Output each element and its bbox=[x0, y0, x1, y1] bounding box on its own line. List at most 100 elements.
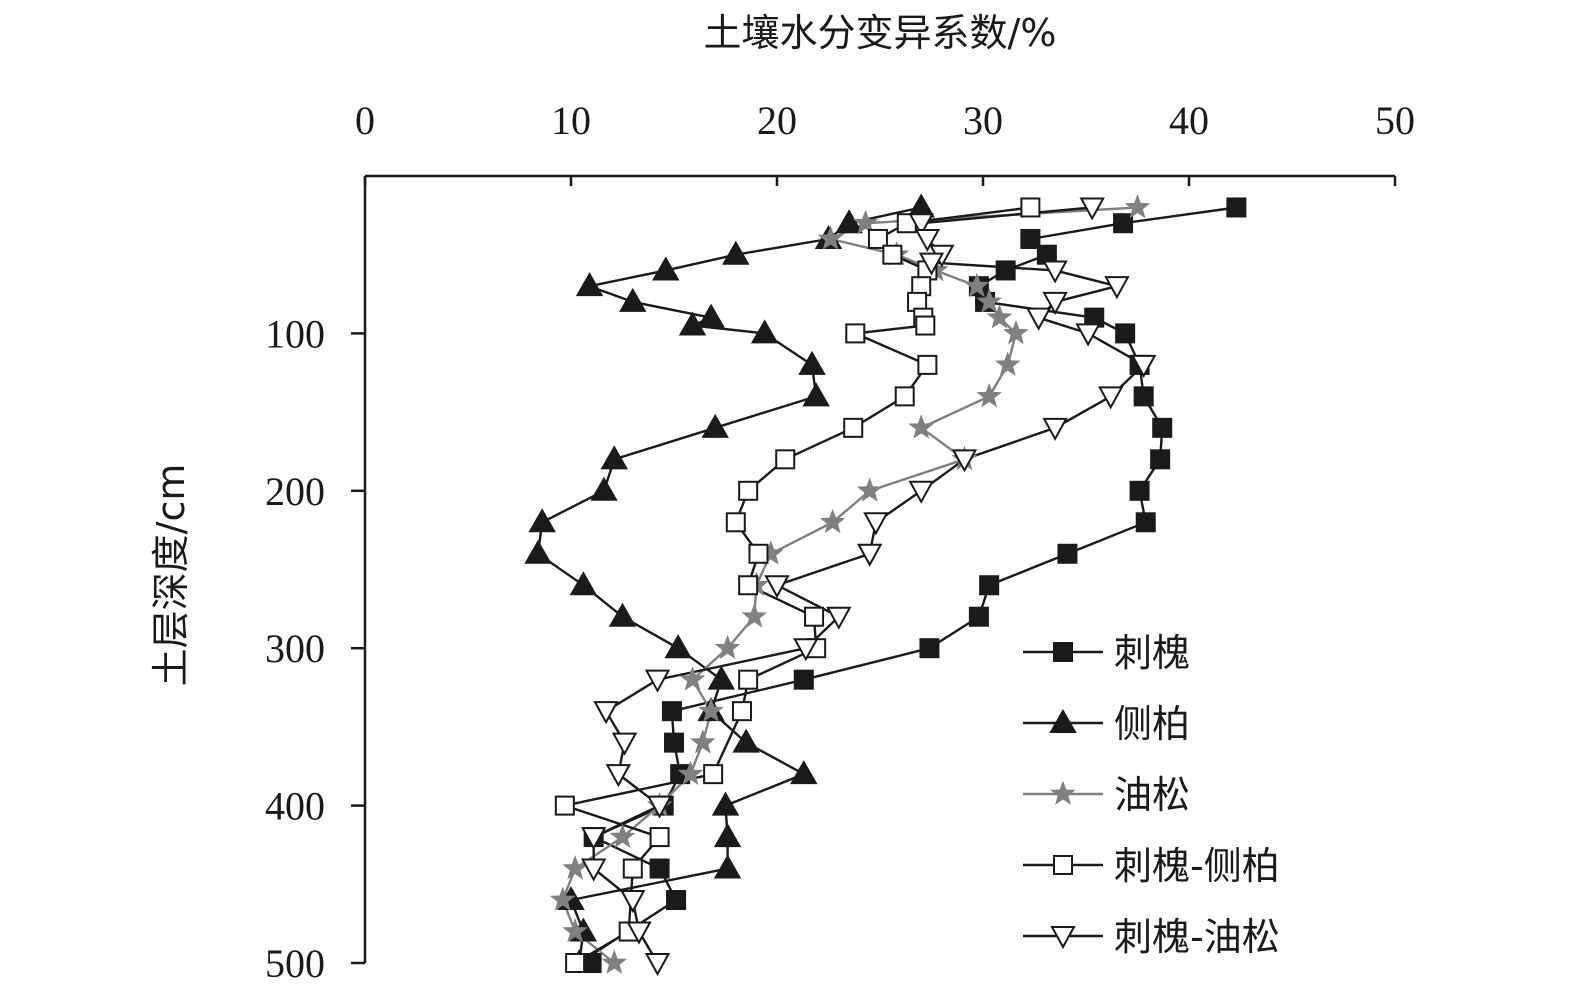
series-line-4 bbox=[592, 206, 1145, 964]
series-1-point bbox=[835, 209, 863, 234]
x-tick-label: 40 bbox=[1169, 98, 1209, 143]
series-3-point bbox=[649, 827, 670, 848]
series-1-point bbox=[608, 602, 637, 627]
legend-label: 侧柏 bbox=[1114, 702, 1190, 746]
series-1-point bbox=[701, 413, 729, 438]
series-2-point bbox=[549, 886, 576, 911]
y-tick-label: 400 bbox=[265, 784, 325, 829]
series-0-point bbox=[1115, 323, 1136, 344]
y-tick-label: 200 bbox=[265, 469, 325, 514]
series-3-point bbox=[1020, 197, 1041, 218]
series-line-1 bbox=[536, 206, 922, 964]
series-4-point bbox=[908, 213, 934, 237]
series-4-point bbox=[1042, 291, 1068, 315]
series-1-point bbox=[802, 382, 830, 407]
series-1-point bbox=[664, 634, 692, 659]
series-2-point bbox=[964, 272, 990, 298]
series-1-point bbox=[652, 256, 680, 281]
series-2-point bbox=[976, 382, 1002, 408]
series-0-point bbox=[1113, 213, 1134, 234]
legend-label: 刺槐-侧柏 bbox=[1114, 844, 1280, 888]
series-1-point bbox=[619, 287, 647, 312]
y-tick-label: 300 bbox=[265, 626, 325, 671]
series-4-point bbox=[611, 732, 638, 756]
series-3-point bbox=[565, 953, 586, 973]
series-4-point bbox=[580, 827, 607, 851]
series-1-point bbox=[790, 760, 818, 785]
series-0-point bbox=[979, 575, 1000, 596]
x-tick-label: 0 bbox=[355, 98, 375, 143]
series-1-point bbox=[590, 476, 618, 501]
series-0-point bbox=[1057, 543, 1078, 564]
series-2-point bbox=[741, 603, 768, 628]
series-2-point bbox=[908, 414, 934, 439]
y-axis-title: 土层深度/cm bbox=[149, 464, 193, 687]
series-2-point bbox=[1003, 319, 1029, 345]
series-2-point bbox=[819, 508, 846, 534]
series-2-point bbox=[677, 760, 704, 785]
series-3-point bbox=[843, 417, 864, 438]
series-0-point bbox=[1226, 197, 1247, 218]
series-4-point bbox=[914, 228, 941, 253]
axes bbox=[363, 174, 1395, 963]
series-line-3 bbox=[563, 206, 1031, 965]
series-1-point bbox=[569, 571, 598, 596]
x-tick-label: 20 bbox=[757, 98, 797, 143]
series-1-point bbox=[678, 311, 707, 336]
series-4-point bbox=[951, 449, 978, 473]
series-4-point bbox=[605, 764, 632, 788]
legend-marker bbox=[1053, 642, 1073, 662]
series-2-point bbox=[986, 304, 1013, 329]
legend-label: 油松 bbox=[1114, 773, 1190, 817]
series-1-point bbox=[524, 539, 552, 564]
legend-label: 刺槐-油松 bbox=[1114, 915, 1280, 959]
legend-marker bbox=[1053, 855, 1073, 875]
series-0-point bbox=[1150, 449, 1171, 470]
series-2-point bbox=[690, 729, 716, 754]
series-4-point bbox=[580, 858, 607, 882]
series-0-point bbox=[968, 606, 989, 627]
series-3-point bbox=[738, 480, 759, 501]
series-3-point bbox=[703, 764, 724, 785]
series-4-point bbox=[918, 252, 945, 276]
legend-label: 刺槐 bbox=[1114, 631, 1190, 675]
series-0-point bbox=[1135, 512, 1156, 533]
series-3-point bbox=[917, 354, 938, 375]
series-4-point bbox=[646, 795, 673, 819]
series-0-point bbox=[1152, 417, 1173, 438]
series-0-point bbox=[649, 858, 670, 879]
series-2-point bbox=[714, 634, 741, 660]
series-3-point bbox=[882, 244, 903, 265]
series-4-point bbox=[764, 575, 790, 599]
ticks: 0 10 20 30 40 50 100 200 300 400 500 bbox=[265, 98, 1415, 986]
x-tick-label: 10 bbox=[551, 98, 591, 143]
series-1-point bbox=[600, 445, 628, 470]
series-4-point bbox=[1098, 386, 1124, 410]
series-4-point bbox=[863, 512, 889, 536]
legend-marker bbox=[1049, 708, 1077, 733]
series-4-point bbox=[1042, 417, 1068, 441]
series-1-point bbox=[575, 272, 604, 297]
series-3-point bbox=[804, 606, 825, 627]
series-0-point bbox=[666, 890, 687, 911]
series-3-point bbox=[622, 858, 643, 879]
series-3-point bbox=[894, 386, 915, 407]
series-2-point bbox=[852, 209, 879, 235]
series-1-point bbox=[707, 665, 736, 690]
series-0-point bbox=[1129, 480, 1150, 501]
series-1-point bbox=[722, 240, 750, 265]
series-4-point bbox=[620, 890, 646, 914]
series-2-point bbox=[601, 949, 628, 974]
series-4-point bbox=[793, 638, 819, 662]
series-1-point bbox=[697, 303, 725, 328]
series-0-point bbox=[1020, 228, 1041, 249]
series-3-point bbox=[748, 543, 769, 564]
series-1-point bbox=[711, 791, 740, 816]
series-0-point bbox=[919, 638, 940, 659]
series-4-point bbox=[1079, 197, 1105, 221]
series-3-point bbox=[775, 449, 796, 470]
legend-marker bbox=[1050, 926, 1076, 950]
series-0-point bbox=[995, 260, 1016, 281]
series-1-point bbox=[713, 854, 742, 879]
series-4-point bbox=[857, 543, 883, 567]
